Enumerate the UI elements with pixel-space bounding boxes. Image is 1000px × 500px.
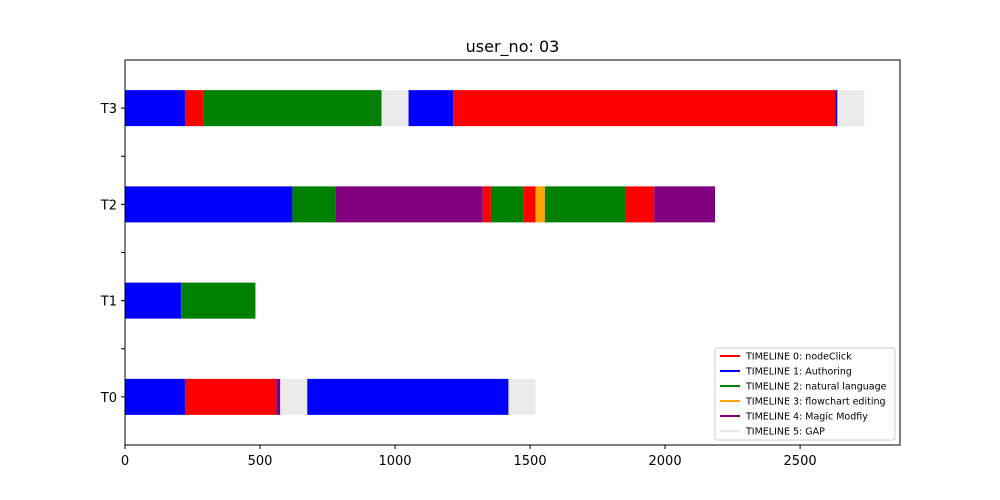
bar-segment-t0-5 <box>508 378 536 415</box>
bar-segment-t2-1 <box>292 186 336 223</box>
bar-segment-t2-7 <box>544 186 626 223</box>
legend-label-2: TIMELINE 2: natural language <box>745 382 887 393</box>
bar-segment-t1-1 <box>181 282 256 319</box>
x-tick-label: 2500 <box>784 454 817 469</box>
x-tick-label: 1000 <box>378 454 411 469</box>
bar-segment-t3-1 <box>184 90 204 127</box>
bar-segment-t3-2 <box>203 90 382 127</box>
bar-segment-t2-6 <box>535 186 545 223</box>
bar-segment-t0-4 <box>307 378 509 415</box>
legend-label-0: TIMELINE 0: nodeClick <box>745 352 852 363</box>
bar-segment-t2-4 <box>490 186 524 223</box>
bar-segment-t2-8 <box>625 186 655 223</box>
x-tick-label: 1500 <box>514 454 547 469</box>
bar-segment-t2-5 <box>523 186 536 223</box>
y-tick-label-t2: T2 <box>100 198 117 213</box>
bars-layer <box>125 90 865 415</box>
x-tick-label: 0 <box>121 454 129 469</box>
bar-segment-t2-3 <box>482 186 491 223</box>
x-tick-label: 2000 <box>649 454 682 469</box>
legend: TIMELINE 0: nodeClick TIMELINE 1: Authori… <box>714 347 896 441</box>
legend-label-4: TIMELINE 4: Magic Modfiy <box>745 412 868 423</box>
bar-segment-t2-0 <box>125 186 293 223</box>
bar-segment-t0-0 <box>125 378 185 415</box>
bar-segment-t3-6 <box>835 90 838 127</box>
bar-segment-t3-0 <box>125 90 185 127</box>
bar-segment-t3-4 <box>408 90 454 127</box>
chart-title: user_no: 03 <box>466 37 560 57</box>
bar-segment-t0-1 <box>184 378 277 415</box>
bar-segment-t0-2 <box>276 378 281 415</box>
legend-label-3: TIMELINE 3: flowchart editing <box>745 397 886 408</box>
bar-segment-t2-9 <box>654 186 716 223</box>
bar-segment-t3-3 <box>381 90 409 127</box>
bar-segment-t3-7 <box>837 90 865 127</box>
x-axis: 0 500 1000 1500 2000 2500 <box>121 445 817 469</box>
y-tick-label-t1: T1 <box>100 295 117 310</box>
bar-segment-t0-3 <box>280 378 308 415</box>
x-tick-label: 500 <box>248 454 273 469</box>
bar-segment-t2-2 <box>335 186 483 223</box>
bar-segment-t1-0 <box>125 282 182 319</box>
legend-box <box>714 347 896 441</box>
legend-label-5: TIMELINE 5: GAP <box>745 427 825 438</box>
bar-segment-t3-5 <box>453 90 836 127</box>
y-axis: T0 T1 T2 T3 <box>100 102 125 406</box>
y-tick-label-t3: T3 <box>100 102 117 117</box>
legend-label-1: TIMELINE 1: Authoring <box>745 367 852 378</box>
y-tick-label-t0: T0 <box>100 391 117 406</box>
